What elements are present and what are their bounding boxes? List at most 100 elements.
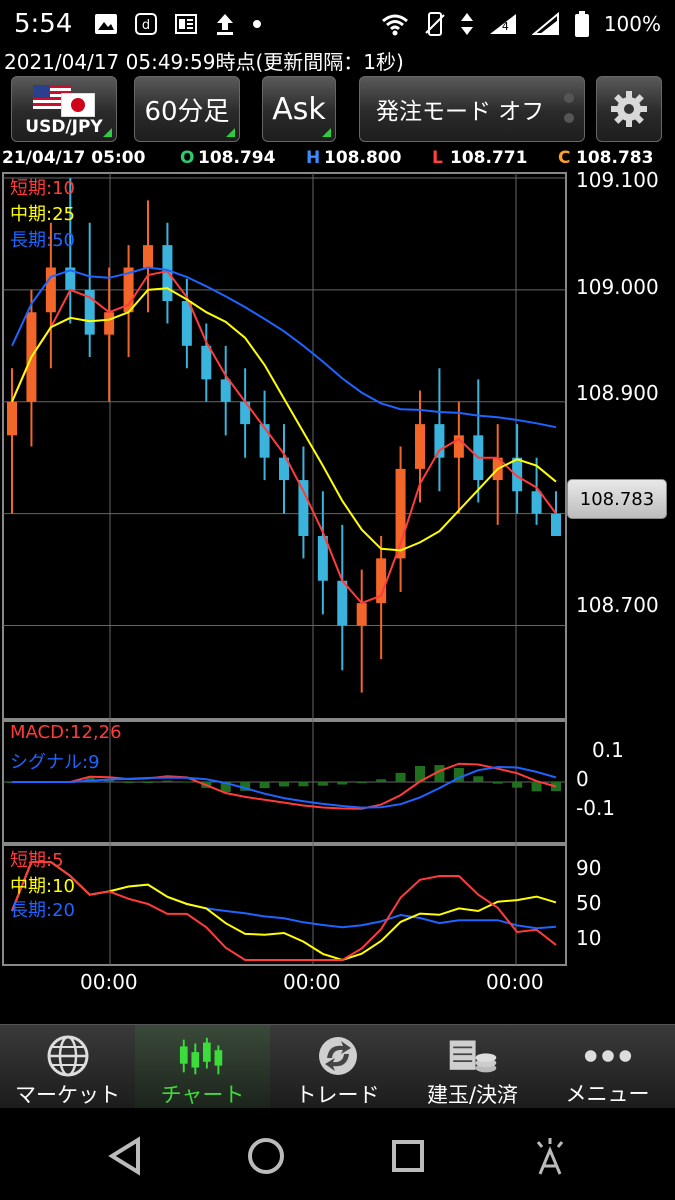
ohlc-date: 21/04/17 05:00 (2, 148, 146, 168)
y-axis-label: 108.700 (576, 593, 659, 617)
coins-icon (449, 1040, 496, 1073)
rsi-y-label: 50 (576, 891, 602, 915)
macd-histogram-bar (181, 781, 192, 783)
currency-pair-button[interactable]: USD/JPY (11, 76, 117, 142)
short-ma-line (11, 270, 557, 605)
macd-line (12, 762, 557, 810)
more-dots-icon (584, 1049, 631, 1062)
toggle-indicator-icon (564, 93, 574, 123)
nav-menu-label: メニュー (565, 1082, 650, 1106)
x-axis-label: 00:00 (283, 970, 341, 994)
legend-rsi-long: 長期:20 (10, 900, 75, 921)
globe-icon (47, 1035, 88, 1077)
macd-histogram-bar (512, 782, 523, 788)
price-chart[interactable] (0, 170, 675, 970)
candle-body (317, 536, 328, 581)
signal-icon: 4 (488, 12, 518, 36)
gear-icon (611, 91, 647, 127)
macd-histogram-bar (434, 765, 445, 782)
candle-body (551, 513, 561, 536)
dot-icon (253, 20, 262, 28)
svg-text:d: d (142, 18, 150, 33)
nav-trade[interactable]: トレード (270, 1025, 405, 1108)
nav-market-label: マーケット (15, 1083, 120, 1107)
trade-icon (318, 1037, 357, 1075)
update-timestamp: 2021/04/17 05:49:59時点(更新間隔：1秒) (4, 50, 404, 74)
candle-body (279, 457, 289, 481)
dropdown-triangle-icon (322, 128, 331, 137)
back-icon[interactable] (104, 1134, 148, 1178)
legend-signal: シグナル:9 (10, 752, 100, 773)
nav-positions-label: 建玉/決済 (426, 1083, 519, 1107)
x-axis-label: 00:00 (80, 970, 138, 994)
macd-histogram-bar (473, 776, 484, 782)
nav-chart[interactable]: チャート (135, 1025, 270, 1108)
bottom-navigation: マーケット チャート トレード (0, 1024, 675, 1108)
candlestick-icon (179, 1037, 222, 1075)
rsi-mid-line (11, 861, 557, 962)
battery-percent: 100% (603, 12, 661, 36)
status-icons-right: 4 100% (380, 10, 661, 38)
macd-histogram-bar (395, 772, 406, 782)
mid-ma-line (11, 287, 557, 552)
candle-body (220, 379, 231, 402)
candle-body (337, 580, 348, 626)
order-mode-toggle[interactable]: 発注モード オフ (359, 76, 585, 142)
chart-toolbar: USD/JPY 60分足 Ask 発注モード オフ (0, 76, 675, 142)
timeframe-label: 60分足 (144, 96, 230, 127)
ohlc-close-label: C (558, 148, 571, 168)
x-axis-label: 00:00 (486, 970, 544, 994)
ohlc-close-value: 108.783 (576, 148, 654, 168)
rsi-y-label: 10 (576, 926, 602, 950)
status-time: 5:54 (14, 9, 73, 39)
rsi-long-line (11, 861, 557, 930)
ohlc-high-value: 108.800 (324, 148, 402, 168)
candle-body (512, 457, 523, 492)
candle-body (415, 424, 425, 469)
macd-histogram-bar (220, 782, 231, 793)
rsi-y-label: 90 (576, 856, 602, 880)
legend-mid-ma: 中期:25 (10, 204, 75, 225)
main-panel-frame (2, 172, 567, 720)
no-signal-icon (531, 12, 559, 35)
accessibility-icon[interactable] (528, 1134, 572, 1178)
nav-market[interactable]: マーケット (0, 1025, 135, 1108)
candle-body (376, 558, 387, 604)
macd-histogram-bar (376, 779, 387, 782)
macd-histogram-bar (298, 782, 309, 787)
nav-menu[interactable]: メニュー (540, 1025, 675, 1108)
candle-body (434, 424, 445, 458)
image-icon (95, 14, 118, 34)
price-type-button[interactable]: Ask (262, 76, 336, 142)
ohlc-low-value: 108.771 (450, 148, 528, 168)
nav-positions[interactable]: 建玉/決済 (405, 1025, 540, 1108)
legend-long-ma: 長期:50 (10, 230, 75, 251)
dropdown-triangle-icon (103, 128, 112, 137)
macd-histogram-bar (279, 782, 289, 787)
macd-y-label: 0 (576, 767, 589, 791)
recents-icon[interactable] (386, 1134, 430, 1178)
candle-body (298, 480, 309, 536)
macd-histogram-bar (453, 767, 464, 782)
signal-badge: 4 (501, 20, 509, 33)
news-icon (175, 14, 198, 34)
home-icon[interactable] (244, 1134, 288, 1178)
macd-histogram-bar (531, 782, 542, 792)
currency-pair-label: USD/JPY (25, 117, 103, 137)
rsi-panel-frame (2, 844, 567, 966)
vibrate-icon (425, 12, 445, 36)
macd-histogram-bar (551, 782, 561, 792)
candle-body (395, 468, 406, 559)
candle-body (123, 267, 134, 313)
timeframe-button[interactable]: 60分足 (134, 76, 240, 142)
data-arrows-icon (460, 13, 473, 35)
rsi-short-line (11, 861, 557, 961)
nav-trade-label: トレード (295, 1083, 380, 1107)
candle-body (7, 401, 17, 436)
y-axis-label: 109.000 (576, 275, 659, 299)
macd-histogram-bar (492, 782, 503, 784)
candle-body (84, 289, 95, 335)
settings-button[interactable] (596, 76, 662, 142)
signal-line (12, 765, 557, 809)
legend-rsi-short: 短期:5 (10, 850, 64, 871)
